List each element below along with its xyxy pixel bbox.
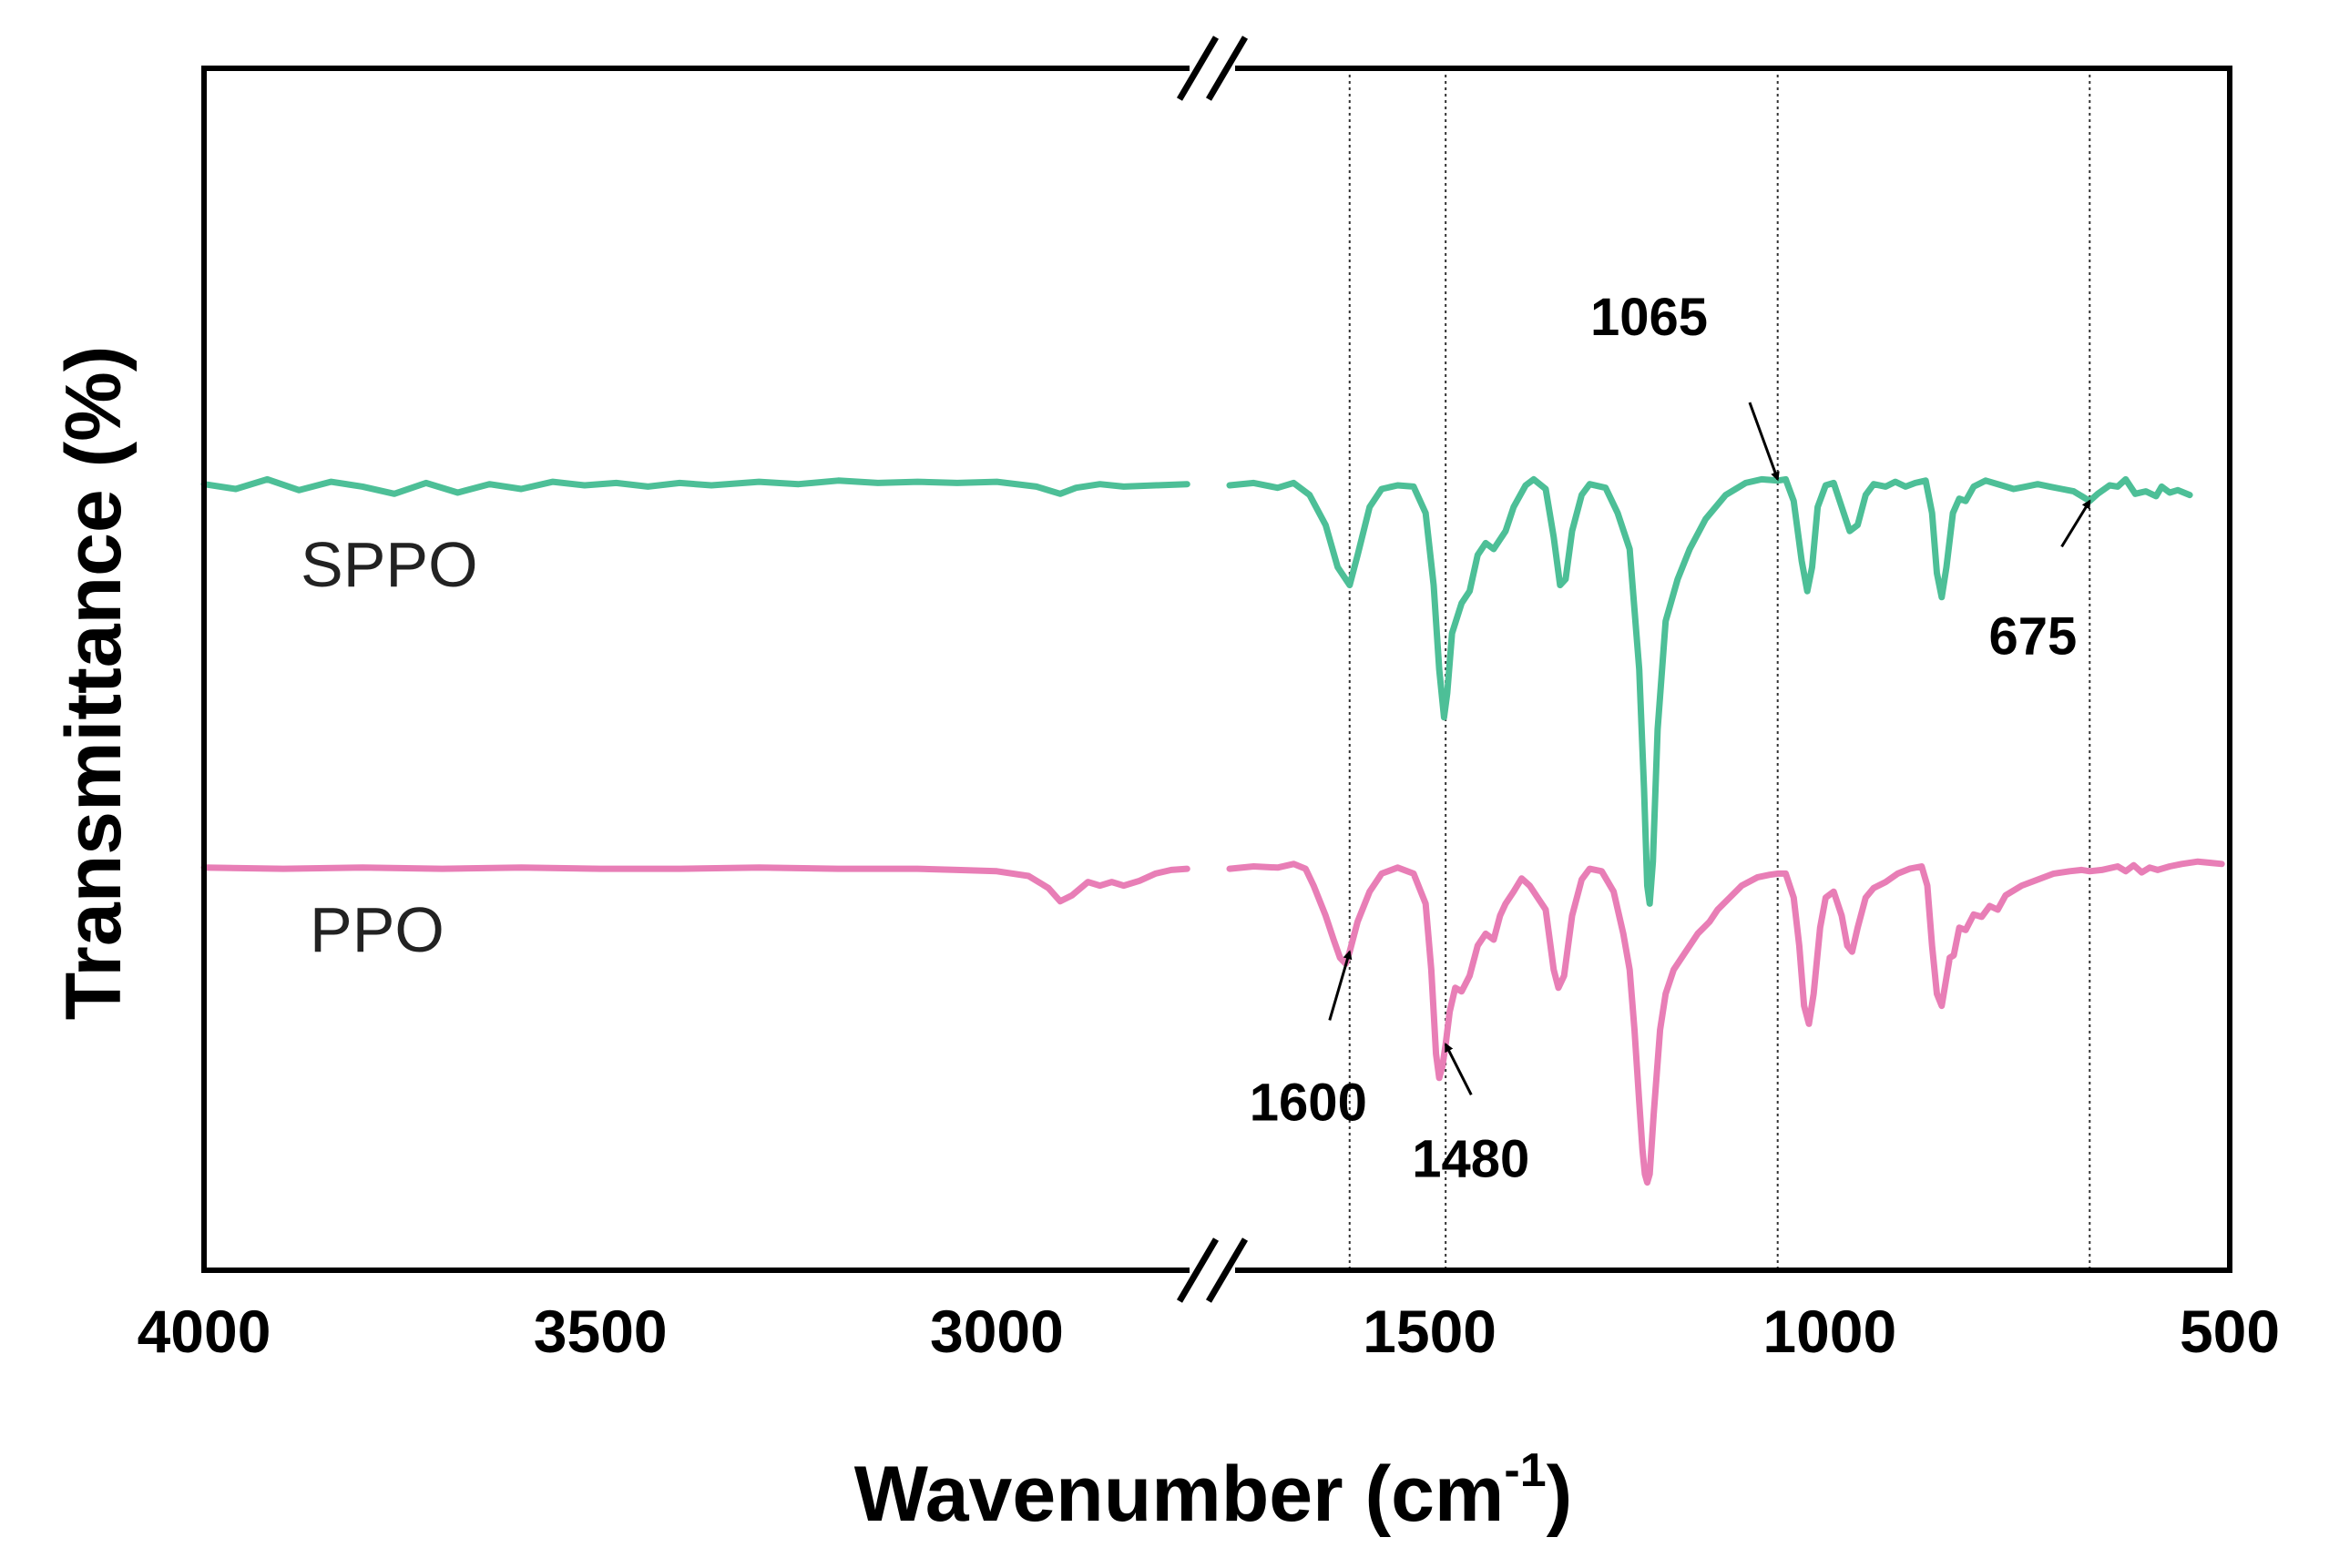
break-mark-top-1: [1205, 36, 1249, 101]
series-group: [200, 475, 2225, 1186]
x-tick-label-3000: 3000: [930, 1298, 1064, 1365]
axis-titles: Wavenumber (cm-1) Transmittance (%): [50, 346, 1572, 1538]
peak-annotations: 1065 675 1600 1480: [1250, 288, 2091, 1188]
annotation-label-1600: 1600: [1250, 1073, 1367, 1132]
x-tick-label-1500: 1500: [1363, 1298, 1496, 1365]
x-tick-label-500: 500: [2180, 1298, 2280, 1365]
series-line-ppo-left: [200, 864, 1190, 905]
series-line-sppo-left: [200, 475, 1190, 497]
series-label-sppo: SPPO: [301, 529, 478, 600]
y-axis-title: Transmittance (%): [50, 346, 138, 1021]
annotation-arrow-1480: [1444, 1043, 1473, 1095]
series-labels: SPPO PPO: [301, 529, 478, 965]
annotation-label-1480: 1480: [1412, 1129, 1529, 1188]
break-mark-top-0: [1176, 36, 1220, 101]
x-axis-title-exponent: -1: [1504, 1444, 1546, 1497]
break-mark-bottom-1: [1205, 1237, 1249, 1303]
break-mark-bottom-0: [1176, 1237, 1220, 1303]
x-axis-ticks: 4000 3500 3000 1500 1000 500: [138, 1298, 2280, 1365]
x-tick-label-3500: 3500: [534, 1298, 668, 1365]
series-line-sppo-right: [1226, 475, 2193, 907]
annotation-arrow-1600: [1328, 950, 1353, 1021]
annotation-label-1065: 1065: [1590, 288, 1708, 347]
annotation-arrow-1065: [1748, 402, 1780, 482]
axis-break-marks: [1176, 36, 1249, 1303]
plot-frame: [201, 66, 2232, 1273]
reference-lines: [1348, 68, 2091, 1270]
x-tick-label-1000: 1000: [1762, 1298, 1896, 1365]
x-tick-label-4000: 4000: [138, 1298, 271, 1365]
series-line-ppo-right: [1226, 858, 2225, 1186]
series-label-ppo: PPO: [310, 894, 444, 965]
x-axis-title: Wavenumber (cm-1): [854, 1444, 1573, 1538]
annotation-label-675: 675: [1989, 606, 2078, 666]
annotation-arrow-675: [2060, 499, 2091, 548]
